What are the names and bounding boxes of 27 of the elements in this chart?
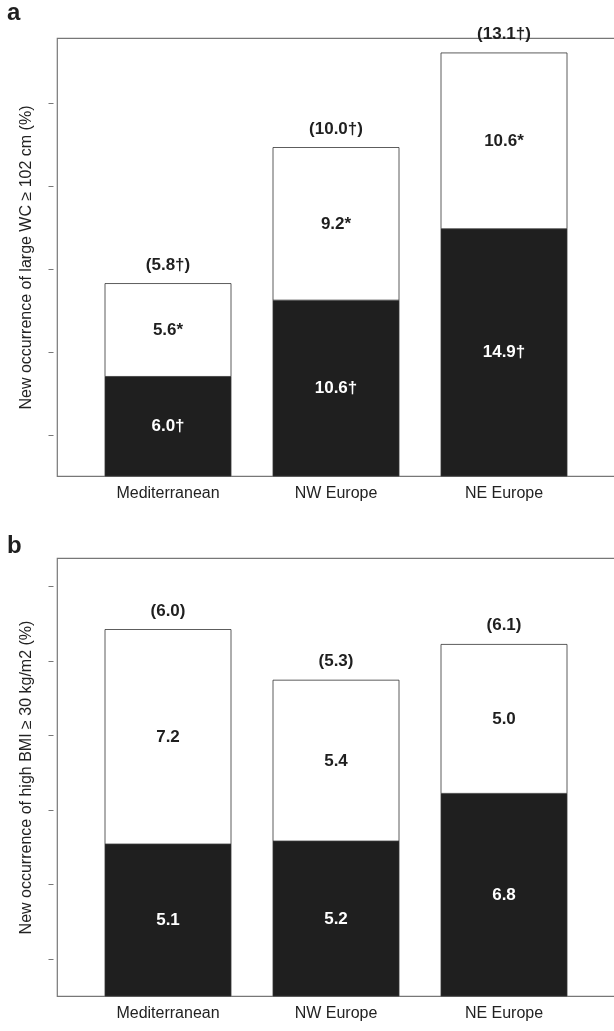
data-label: 6.0†: [151, 416, 185, 436]
annotation: (5.3): [318, 651, 354, 671]
data-label: 14.9†: [482, 342, 526, 362]
y-axis-title: New occurrence of large WC ≥ 102 cm (%): [17, 105, 34, 410]
chart-title: b: [7, 531, 22, 558]
x-tick-label: NE Europe: [464, 483, 544, 501]
data-label: 5.6*: [152, 320, 184, 339]
annotation: (6.0): [150, 600, 186, 620]
data-label: 10.6*: [484, 130, 525, 150]
data-label: 5.1: [156, 910, 180, 930]
data-label: 9.2*: [320, 213, 352, 233]
data-label: 10.6†: [314, 378, 358, 398]
annotation: (5.8†): [145, 254, 191, 274]
annotation: (6.1): [486, 615, 522, 635]
data-label: 5.2: [324, 908, 348, 928]
y-axis-title: New occurrence of high BMI ≥ 30 kg/m2 (%): [17, 620, 34, 935]
data-label: 5.4: [324, 750, 349, 770]
x-tick-label: NW Europe: [294, 483, 378, 501]
x-tick-label: NW Europe: [294, 1003, 378, 1021]
data-label: 7.2: [156, 726, 180, 746]
annotation: (10.0†): [309, 118, 363, 138]
x-tick-label: Mediterranean: [116, 1003, 220, 1021]
data-label: 6.8: [492, 884, 516, 904]
chart-title: a: [7, 0, 21, 25]
x-tick-label: NE Europe: [464, 1003, 544, 1021]
data-label: 5.0: [492, 708, 516, 728]
x-tick-label: Mediterranean: [116, 483, 220, 501]
